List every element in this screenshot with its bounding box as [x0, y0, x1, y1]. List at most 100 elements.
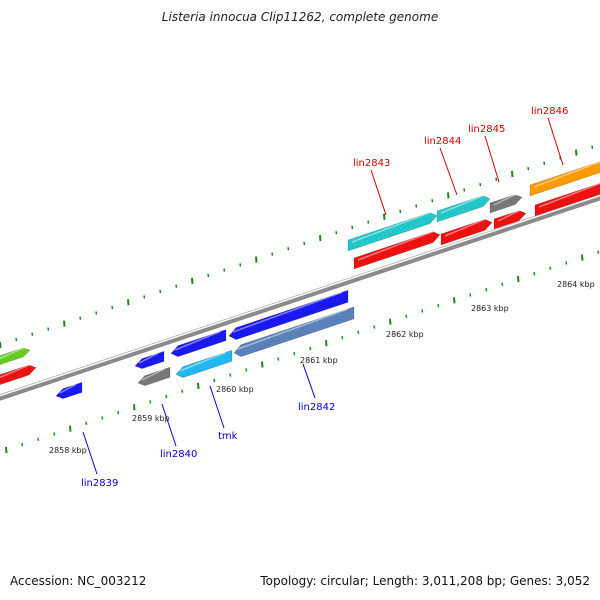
minor-tick — [271, 252, 274, 256]
major-tick — [0, 341, 2, 349]
leader-line — [547, 117, 564, 166]
accession-text: Accession: NC_003212 — [10, 574, 147, 588]
labels: 2858 kbp 2859 kbp 2860 kbp 2861 kbp 2862 kbp… — [49, 106, 595, 489]
minor-tick — [293, 352, 296, 356]
minor-tick — [223, 268, 226, 272]
gene-highlight — [497, 209, 521, 222]
major-tick — [453, 297, 456, 304]
major-tick — [517, 275, 520, 283]
gene-tmk — [175, 349, 233, 378]
minor-tick — [495, 177, 498, 181]
minor-tick — [421, 309, 424, 313]
minor-tick — [591, 145, 594, 149]
gene-lin2846 — [529, 161, 600, 197]
gene-highlight — [138, 352, 159, 364]
minor-tick — [303, 241, 306, 246]
minor-tick — [111, 305, 114, 310]
minor-tick — [207, 273, 210, 278]
gene-label-forward: lin2846 — [531, 106, 568, 117]
minor-tick — [357, 330, 360, 335]
gene-lin2843 — [347, 212, 438, 252]
minor-tick — [501, 282, 504, 286]
gene-highlight — [538, 182, 600, 208]
minor-tick — [143, 295, 146, 299]
leader-line — [484, 135, 500, 183]
major-tick — [197, 382, 200, 389]
minor-tick — [101, 416, 104, 420]
leader-line — [370, 169, 387, 216]
gene-reverse-blue — [228, 289, 349, 340]
gene-highlight — [533, 161, 600, 188]
leader-line — [161, 403, 177, 447]
minor-tick — [181, 389, 184, 393]
gene-highlight — [351, 211, 432, 243]
major-tick — [389, 318, 392, 325]
gene-highlight — [141, 368, 165, 381]
major-tick — [319, 235, 322, 242]
gene-label-reverse: lin2840 — [160, 449, 197, 460]
leader-line — [82, 431, 98, 475]
gene-lin2842 — [233, 306, 355, 357]
gene-label-reverse: tmk — [218, 431, 238, 442]
minor-tick — [175, 284, 178, 288]
gene-label-forward: lin2845 — [468, 124, 505, 135]
minor-tick — [229, 373, 232, 377]
gene-label-forward: lin2843 — [353, 158, 390, 169]
gene-forward-red — [440, 218, 493, 246]
backbone-highlight — [0, 193, 600, 396]
minor-tick — [53, 432, 56, 436]
minor-tick — [549, 266, 552, 270]
scale-label: 2861 kbp — [300, 356, 338, 365]
gene-forward-green — [0, 347, 31, 365]
major-tick — [63, 320, 66, 327]
page-title: Listeria innocua Clip11262, complete gen… — [161, 10, 439, 24]
minor-tick — [159, 289, 162, 294]
scale-label: 2860 kbp — [216, 385, 254, 394]
major-tick — [511, 170, 514, 178]
minor-tick — [37, 437, 40, 441]
gene-highlight — [444, 218, 487, 237]
scale-label: 2858 kbp — [49, 446, 87, 455]
minor-tick — [287, 247, 290, 251]
minor-tick — [437, 304, 440, 308]
gene-highlight — [232, 291, 343, 333]
scale-label: 2859 kbp — [132, 414, 170, 423]
gene-highlight — [174, 330, 221, 351]
genome-summary-text: Topology: circular; Length: 3,011,208 bp… — [260, 574, 590, 588]
tick-row-lower — [5, 250, 600, 454]
minor-tick — [15, 338, 18, 342]
minor-tick — [79, 316, 82, 320]
major-tick — [5, 446, 8, 454]
gene-highlight — [0, 363, 31, 379]
gene-highlight — [179, 351, 227, 372]
gene-forward-red — [534, 182, 600, 217]
gene-highlight — [0, 346, 25, 360]
major-tick — [69, 425, 72, 432]
gene-highlight — [59, 383, 77, 394]
gene-forward-red — [0, 364, 37, 385]
minor-tick — [527, 167, 530, 171]
gene-highlight — [440, 194, 485, 214]
major-tick — [261, 361, 264, 368]
scale-label: 2864 kbp — [557, 280, 595, 289]
scale-label: 2863 kbp — [471, 304, 509, 313]
gene-reverse-blue — [134, 350, 165, 369]
minor-tick — [351, 225, 354, 230]
minor-tick — [149, 400, 152, 404]
minor-tick — [373, 325, 376, 329]
gene-reverse-blue — [170, 329, 227, 357]
minor-tick — [239, 263, 242, 267]
minor-tick — [469, 293, 472, 297]
minor-tick — [31, 332, 34, 336]
gene-lin2839 — [55, 381, 83, 399]
minor-tick — [431, 199, 434, 203]
minor-tick — [165, 394, 168, 399]
gene-label-reverse: lin2839 — [81, 478, 118, 489]
gene-label-forward: lin2844 — [424, 136, 461, 147]
minor-tick — [597, 250, 600, 254]
gene-lin2845 — [489, 194, 523, 214]
major-tick — [383, 213, 386, 220]
minor-tick — [117, 410, 120, 415]
minor-tick — [533, 272, 536, 276]
